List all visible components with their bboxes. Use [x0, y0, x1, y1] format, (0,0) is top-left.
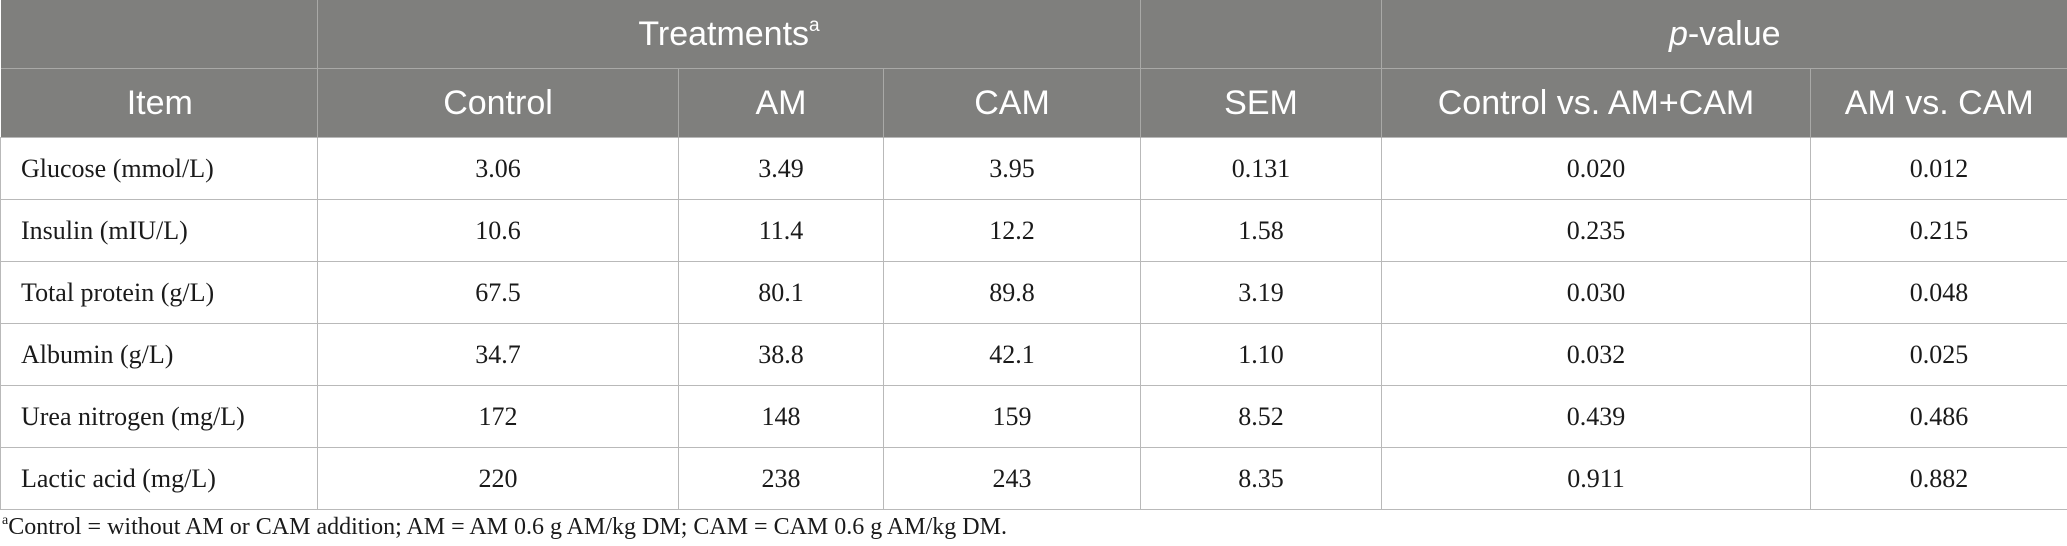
table-cell: 8.35 [1140, 447, 1382, 510]
table-cell: 0.131 [1140, 137, 1382, 200]
column-header-am-vs-cam: AM vs. CAM [1810, 68, 2067, 138]
results-table: Treatmentsa p-value Item Control AM CAM … [0, 0, 2067, 510]
row-item-label: Insulin (mIU/L) [0, 199, 318, 262]
table-cell: 1.58 [1140, 199, 1382, 262]
table-footnote: aControl = without AM or CAM addition; A… [2, 513, 1007, 541]
table-cell: 238 [678, 447, 884, 510]
table-cell: 0.439 [1381, 385, 1811, 448]
treatments-group-header: Treatmentsa [317, 0, 1141, 69]
table-cell: 0.911 [1381, 447, 1811, 510]
table-cell: 42.1 [883, 323, 1141, 386]
header-empty-cell [1140, 0, 1382, 69]
table-cell: 11.4 [678, 199, 884, 262]
table-cell: 3.06 [317, 137, 679, 200]
column-header-control-vs-am-cam: Control vs. AM+CAM [1381, 68, 1811, 138]
table-cell: 1.10 [1140, 323, 1382, 386]
table-cell: 0.025 [1810, 323, 2067, 386]
table-cell: 148 [678, 385, 884, 448]
table-cell: 38.8 [678, 323, 884, 386]
table-cell: 3.49 [678, 137, 884, 200]
column-header-item: Item [0, 68, 318, 138]
table-row: Insulin (mIU/L) 10.6 11.4 12.2 1.58 0.235 0.21… [0, 199, 2067, 262]
table-cell: 67.5 [317, 261, 679, 324]
table-cell: 0.032 [1381, 323, 1811, 386]
table-cell: 220 [317, 447, 679, 510]
column-header-control: Control [317, 68, 679, 138]
table-cell: 243 [883, 447, 1141, 510]
row-item-label: Glucose (mmol/L) [0, 137, 318, 200]
row-item-label: Lactic acid (mg/L) [0, 447, 318, 510]
table-cell: 8.52 [1140, 385, 1382, 448]
table-cell: 80.1 [678, 261, 884, 324]
table-cell: 172 [317, 385, 679, 448]
table-cell: 0.030 [1381, 261, 1811, 324]
table-cell: 0.020 [1381, 137, 1811, 200]
row-item-label: Albumin (g/L) [0, 323, 318, 386]
table-cell: 0.486 [1810, 385, 2067, 448]
table-cell: 0.215 [1810, 199, 2067, 262]
header-empty-cell [0, 0, 318, 69]
table-row: Lactic acid (mg/L) 220 238 243 8.35 0.911 0.88… [0, 447, 2067, 510]
table-row: Urea nitrogen (mg/L) 172 148 159 8.52 0.439 0.… [0, 385, 2067, 448]
table-cell: 89.8 [883, 261, 1141, 324]
table-cell: 3.95 [883, 137, 1141, 200]
table-cell: 12.2 [883, 199, 1141, 262]
table-body: Glucose (mmol/L) 3.06 3.49 3.95 0.131 0.020 0.… [0, 137, 2067, 510]
p-value-group-header: p-value [1381, 0, 2067, 69]
row-item-label: Urea nitrogen (mg/L) [0, 385, 318, 448]
table-cell: 0.235 [1381, 199, 1811, 262]
table-cell: 34.7 [317, 323, 679, 386]
column-header-sem: SEM [1140, 68, 1382, 138]
table-cell: 0.048 [1810, 261, 2067, 324]
table-cell: 3.19 [1140, 261, 1382, 324]
table-row: Total protein (g/L) 67.5 80.1 89.8 3.19 0.030… [0, 261, 2067, 324]
table-cell: 0.012 [1810, 137, 2067, 200]
table-row: Glucose (mmol/L) 3.06 3.49 3.95 0.131 0.020 0.… [0, 137, 2067, 200]
table-cell: 159 [883, 385, 1141, 448]
table-cell: 0.882 [1810, 447, 2067, 510]
column-header-cam: CAM [883, 68, 1141, 138]
table-row: Albumin (g/L) 34.7 38.8 42.1 1.10 0.032 0.025 [0, 323, 2067, 386]
row-item-label: Total protein (g/L) [0, 261, 318, 324]
table-header: Treatmentsa p-value Item Control AM CAM … [0, 0, 2067, 138]
table-cell: 10.6 [317, 199, 679, 262]
column-header-am: AM [678, 68, 884, 138]
